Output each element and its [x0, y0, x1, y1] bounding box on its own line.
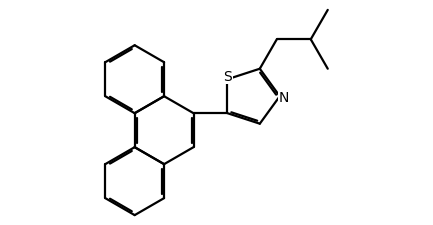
Text: N: N [279, 91, 289, 105]
Text: S: S [223, 70, 232, 83]
